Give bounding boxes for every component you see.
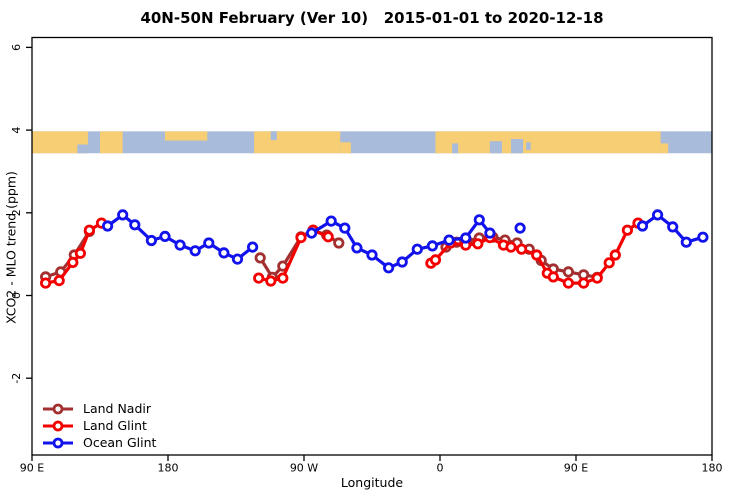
data-point — [667, 221, 679, 233]
data-point — [484, 227, 496, 239]
data-point — [382, 262, 395, 274]
legend-label: Land Nadir — [83, 401, 152, 416]
data-point — [680, 236, 692, 248]
data-point — [562, 277, 575, 289]
data-point — [322, 231, 334, 243]
y-tick-label: -2 — [10, 373, 23, 384]
data-point — [515, 243, 528, 255]
data-point — [305, 227, 318, 239]
series-land-glint — [39, 217, 644, 289]
map-band-land — [254, 131, 341, 154]
data-point — [426, 240, 438, 252]
data-point — [53, 274, 65, 287]
plot-frame — [31, 36, 713, 456]
data-point — [396, 256, 408, 268]
x-tick-label: 90 E — [564, 462, 588, 475]
data-point — [697, 231, 709, 243]
data-point — [203, 237, 215, 249]
data-point — [473, 214, 485, 226]
data-point — [577, 277, 590, 289]
map-band-ocean-patch — [77, 144, 88, 154]
data-point — [443, 234, 455, 246]
x-tick-label: 180 — [158, 462, 179, 475]
map-band-land — [660, 143, 669, 154]
y-tick-label: 4 — [10, 127, 23, 134]
legend-item-land-glint: Land Glint — [42, 417, 156, 434]
data-point — [102, 220, 114, 232]
data-point — [218, 247, 230, 259]
data-point — [39, 277, 52, 289]
x-tick-label: 180 — [702, 462, 723, 475]
legend: Land Nadir Land Glint Ocean Glint — [42, 400, 156, 451]
legend-item-ocean-glint: Ocean Glint — [42, 434, 156, 451]
map-band-ocean-patch — [452, 143, 459, 154]
data-point — [247, 241, 259, 253]
data-point — [189, 245, 201, 257]
map-band-land — [32, 131, 88, 154]
data-point — [265, 275, 277, 287]
x-tick-label: 0 — [437, 462, 444, 475]
legend-label: Ocean Glint — [83, 435, 157, 450]
y-tick-label: 2 — [10, 209, 23, 216]
data-point — [339, 222, 351, 234]
data-point — [67, 256, 79, 268]
data-point — [651, 209, 664, 221]
map-band-ocean-patch — [270, 131, 277, 141]
x-axis-title: Longitude — [340, 475, 404, 490]
y-axis-title: XCO2 - MLO trend (ppm) — [3, 171, 19, 324]
data-point — [333, 237, 345, 249]
data-point — [636, 220, 649, 232]
map-band-ocean-patch — [511, 139, 524, 154]
series-ocean-glint — [102, 209, 709, 274]
data-point — [295, 232, 307, 244]
data-point — [129, 219, 141, 231]
data-point — [460, 232, 472, 244]
map-band-land — [435, 131, 661, 154]
data-point — [609, 249, 621, 261]
data-point — [621, 224, 634, 236]
data-point — [411, 243, 423, 255]
data-point — [254, 252, 266, 264]
legend-line-circle-icon — [43, 403, 73, 414]
data-point — [603, 257, 615, 269]
map-band-land — [100, 131, 123, 154]
data-point — [591, 272, 603, 284]
data-point — [505, 241, 517, 253]
data-point — [547, 271, 559, 283]
map-band-ocean-patch — [489, 141, 502, 154]
map-band-ocean-patch — [526, 142, 531, 150]
data-point — [351, 242, 363, 254]
data-point — [117, 209, 129, 221]
data-point — [472, 238, 484, 250]
data-point — [159, 230, 171, 242]
map-band-land — [340, 142, 351, 154]
series-line — [105, 213, 255, 261]
chart-title: 40N-50N February (Ver 10) 2015-01-01 to … — [140, 9, 604, 27]
data-point — [74, 247, 87, 259]
data-point — [325, 215, 337, 227]
data-point — [174, 239, 186, 251]
data-point — [253, 272, 265, 284]
x-tick-label: 90 E — [20, 462, 44, 475]
data-point — [562, 266, 575, 278]
map-band — [32, 131, 712, 154]
x-tick-label: 90 W — [290, 462, 318, 475]
data-point — [231, 253, 244, 265]
y-tick-label: 0 — [10, 292, 23, 299]
data-point — [83, 224, 96, 236]
legend-line-circle-icon — [43, 437, 73, 448]
legend-line-circle-icon — [43, 420, 73, 431]
data-point — [531, 249, 543, 261]
legend-item-land-nadir: Land Nadir — [42, 400, 156, 417]
data-point — [514, 222, 526, 234]
legend-label: Land Glint — [83, 418, 147, 433]
map-band-land — [164, 131, 208, 141]
y-tick-label: 6 — [10, 44, 23, 51]
data-point — [429, 254, 442, 266]
data-point — [277, 272, 289, 284]
data-point — [366, 249, 378, 261]
data-point — [145, 234, 157, 247]
